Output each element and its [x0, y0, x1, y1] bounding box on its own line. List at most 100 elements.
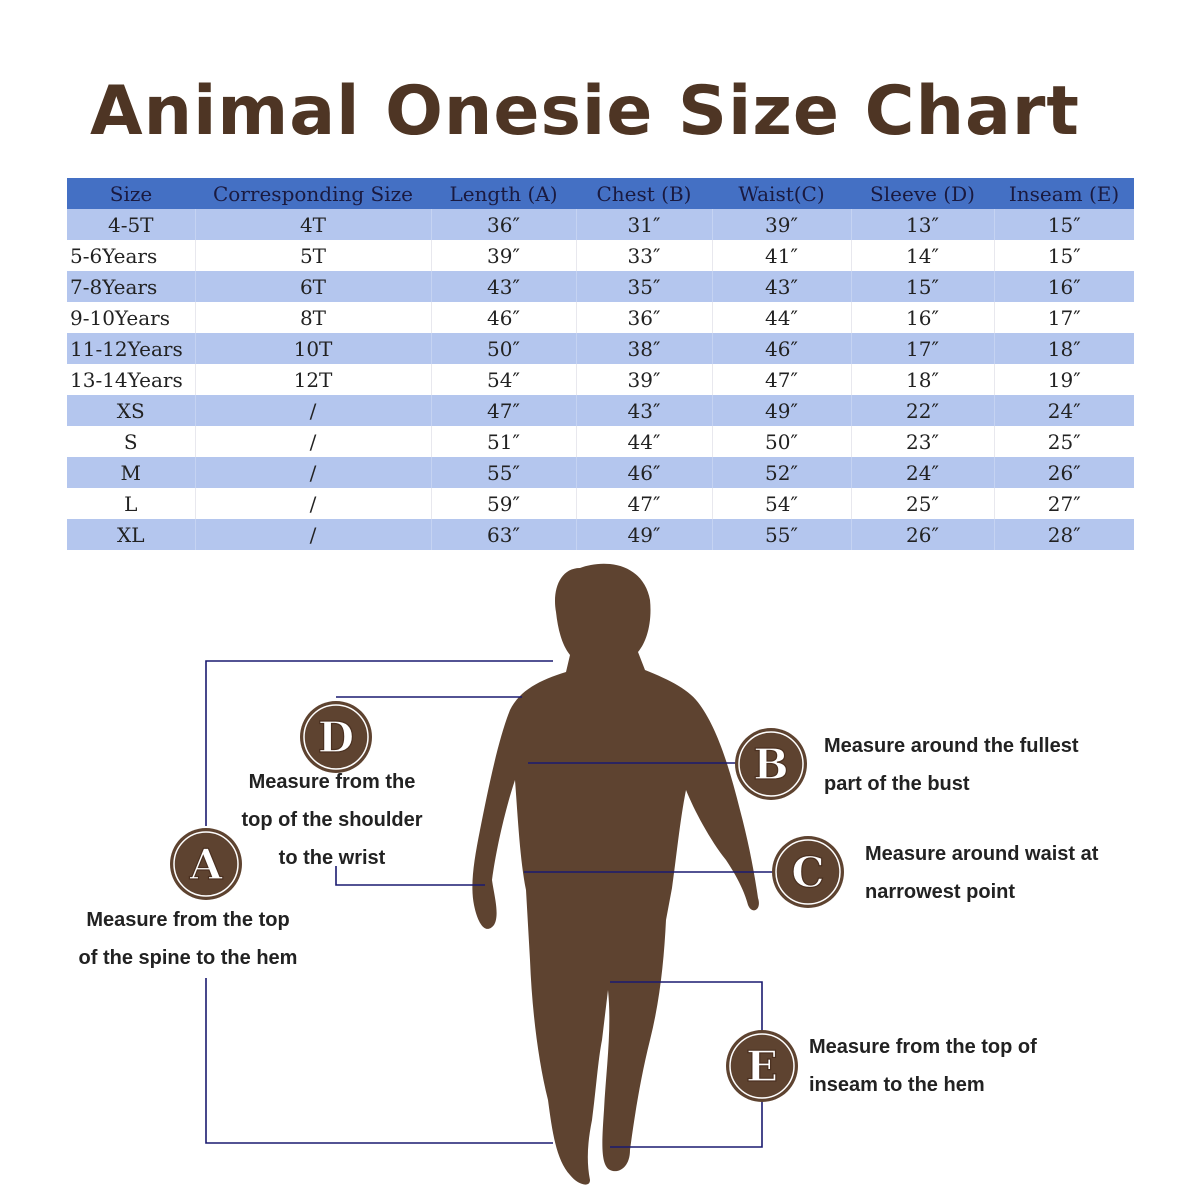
cell-inseam: 19″ [993, 364, 1134, 395]
cell-sleeve: 16″ [850, 302, 994, 333]
note-b-line-2: part of the bust [824, 773, 970, 795]
cell-length: 59″ [430, 488, 576, 519]
cell-inseam: 17″ [993, 302, 1134, 333]
cell-chest: 38″ [575, 333, 712, 364]
table-row: 5-6Years 5T 39″ 33″ 41″ 14″ 15″ [67, 240, 1134, 271]
cell-waist: 49″ [711, 395, 851, 426]
table-row: XS/47″ 43″ 49″ 22″ 24″ [67, 395, 1134, 426]
cell-chest: 43″ [575, 395, 712, 426]
badge-b: B [735, 728, 807, 800]
cell-chest: 47″ [575, 488, 712, 519]
badge-d: D [300, 701, 372, 773]
badge-c-letter: C [791, 848, 824, 897]
cell-size: 11-12Years [67, 333, 195, 364]
table-row: 13-14Years 12T 54″ 39″ 47″ 18″ 19″ [67, 364, 1134, 395]
cell-length: 43″ [430, 271, 576, 302]
cell-sleeve: 26″ [850, 519, 994, 550]
badge-a: A [170, 828, 242, 900]
table-row: 9-10Years 8T 46″ 36″ 44″ 16″ 17″ [67, 302, 1134, 333]
badge-a-letter: A [189, 840, 224, 889]
cell-size: M [67, 457, 195, 488]
cell-waist: 55″ [711, 519, 851, 550]
line-e-top [610, 981, 763, 1031]
cell-chest: 39″ [575, 364, 712, 395]
note-d-line-3: to the wrist [278, 847, 386, 869]
cell-corresponding-size: 8T [194, 302, 431, 333]
cell-chest: 49″ [575, 519, 712, 550]
cell-inseam: 24″ [993, 395, 1134, 426]
cell-length: 36″ [430, 209, 576, 240]
header-size: Size [67, 178, 195, 209]
table-row: 7-8Years 6T 43″ 35″ 43″ 15″ 16″ [67, 271, 1134, 302]
cell-length: 46″ [430, 302, 576, 333]
note-e-line-2: inseam to the hem [809, 1074, 985, 1096]
header-waist: Waist(C) [712, 178, 851, 209]
cell-sleeve: 13″ [850, 209, 994, 240]
size-table: Size Corresponding Size Length (A) Chest… [67, 178, 1134, 550]
table-body: 4-5T 4T 36″ 31″ 39″ 13″ 15″ 5-6Years 5T 39″ 33″ 41″… [67, 209, 1134, 550]
cell-corresponding-size: / [194, 519, 431, 550]
cell-waist: 39″ [711, 209, 851, 240]
table-header-row: Size Corresponding Size Length (A) Chest… [67, 178, 1134, 209]
note-a-line-1: Measure from the top [86, 909, 290, 931]
cell-inseam: 28″ [993, 519, 1134, 550]
cell-length: 50″ [430, 333, 576, 364]
cell-waist: 44″ [711, 302, 851, 333]
table-row: XL/63″ 49″ 55″ 26″ 28″ [67, 519, 1134, 550]
cell-sleeve: 22″ [850, 395, 994, 426]
table-row: 11-12Years 10T 50″ 38″ 46″ 17″ 18″ [67, 333, 1134, 364]
cell-waist: 52″ [711, 457, 851, 488]
cell-chest: 44″ [575, 426, 712, 457]
cell-chest: 36″ [575, 302, 712, 333]
cell-sleeve: 14″ [850, 240, 994, 271]
cell-sleeve: 18″ [850, 364, 994, 395]
badge-b-letter: B [753, 740, 789, 789]
cell-inseam: 27″ [993, 488, 1134, 519]
person-silhouette [472, 563, 759, 1185]
cell-waist: 54″ [711, 488, 851, 519]
note-b: Measure around the fullest part of the b… [824, 727, 1154, 803]
cell-length: 51″ [430, 426, 576, 457]
cell-corresponding-size: 10T [194, 333, 431, 364]
header-inseam: Inseam (E) [994, 178, 1134, 209]
cell-inseam: 18″ [993, 333, 1134, 364]
cell-chest: 33″ [575, 240, 712, 271]
cell-size: 13-14Years [67, 364, 195, 395]
cell-waist: 43″ [711, 271, 851, 302]
cell-inseam: 25″ [993, 426, 1134, 457]
header-length: Length (A) [431, 178, 576, 209]
table-row: M/55″ 46″ 52″ 24″ 26″ [67, 457, 1134, 488]
cell-length: 63″ [430, 519, 576, 550]
cell-corresponding-size: / [194, 426, 431, 457]
line-a-bottom [205, 978, 553, 1144]
cell-size: XL [67, 519, 195, 550]
header-corresponding-size: Corresponding Size [195, 178, 431, 209]
note-c-line-2: narrowest point [865, 881, 1016, 903]
cell-size: S [67, 426, 195, 457]
cell-inseam: 15″ [993, 209, 1134, 240]
cell-size: 9-10Years [67, 302, 195, 333]
cell-inseam: 16″ [993, 271, 1134, 302]
note-b-line-1: Measure around the fullest [824, 735, 1079, 757]
cell-corresponding-size: 6T [194, 271, 431, 302]
cell-chest: 46″ [575, 457, 712, 488]
table-row: S/51″ 44″ 50″ 23″ 25″ [67, 426, 1134, 457]
cell-waist: 46″ [711, 333, 851, 364]
page-title: Animal Onesie Size Chart [90, 72, 1080, 151]
cell-corresponding-size: 4T [194, 209, 431, 240]
note-e-line-1: Measure from the top of [809, 1036, 1037, 1058]
cell-size: 7-8Years [67, 271, 195, 302]
cell-inseam: 26″ [993, 457, 1134, 488]
line-e-bottom [610, 1101, 763, 1148]
note-c-line-1: Measure around waist at [865, 843, 1099, 865]
note-e: Measure from the top of inseam to the he… [809, 1028, 1109, 1104]
header-sleeve: Sleeve (D) [851, 178, 994, 209]
cell-sleeve: 25″ [850, 488, 994, 519]
cell-corresponding-size: / [194, 488, 431, 519]
badge-d-letter: D [318, 713, 354, 762]
note-d: Measure from the top of the shoulder to … [216, 763, 448, 877]
cell-inseam: 15″ [993, 240, 1134, 271]
cell-sleeve: 17″ [850, 333, 994, 364]
cell-size: 5-6Years [67, 240, 195, 271]
guide-lines [205, 660, 773, 1148]
